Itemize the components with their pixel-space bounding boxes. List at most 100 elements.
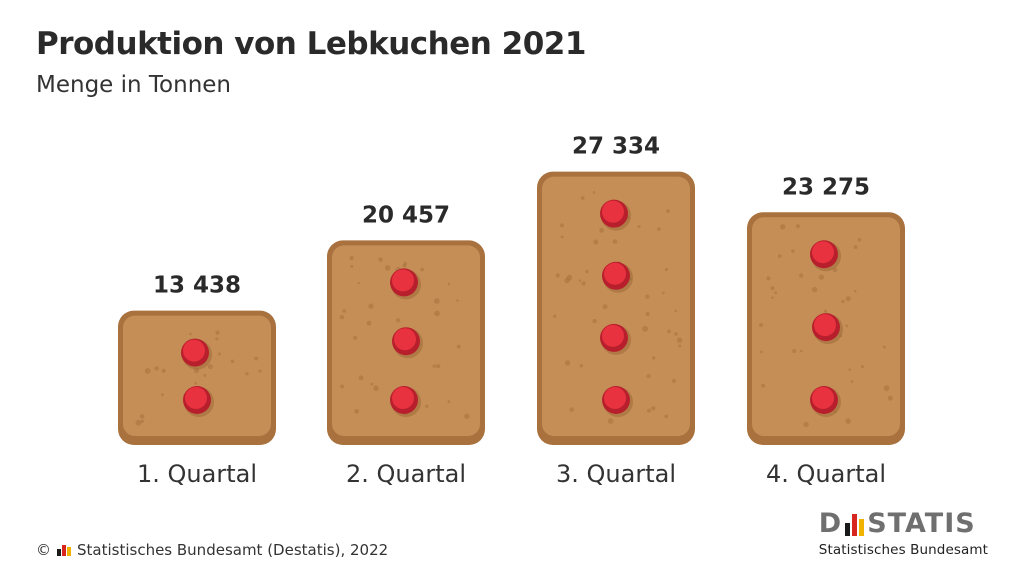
texture-dot: [758, 323, 764, 328]
texture-dot: [215, 330, 220, 335]
texture-dot: [432, 364, 436, 368]
texture-dot: [395, 318, 401, 323]
texture-dot: [447, 282, 451, 286]
texture-dot: [579, 363, 584, 368]
texture-dot: [657, 227, 661, 231]
texture-dot: [883, 385, 890, 392]
texture-dot: [642, 325, 649, 332]
category-label-2: 2. Quartal: [346, 460, 466, 488]
almond-highlight: [185, 387, 207, 409]
texture-dot: [841, 299, 845, 304]
texture-dot: [799, 273, 804, 278]
texture-dot: [456, 344, 461, 349]
bar-body: [123, 315, 271, 436]
texture-dot: [676, 337, 683, 343]
texture-dot: [593, 239, 599, 245]
texture-dot: [258, 369, 262, 373]
texture-dot: [664, 414, 669, 419]
texture-dot: [368, 303, 374, 309]
texture-dot: [203, 373, 207, 377]
texture-dot: [766, 276, 771, 281]
texture-dot: [140, 419, 144, 423]
texture-dot: [799, 349, 803, 353]
texture-dot: [678, 344, 682, 348]
texture-dot: [555, 273, 560, 278]
texture-dot: [857, 237, 862, 242]
texture-dot: [254, 356, 259, 361]
texture-dot: [378, 257, 383, 262]
texture-dot: [135, 419, 142, 426]
texture-dot: [154, 366, 159, 371]
texture-dot: [848, 368, 851, 371]
texture-dot: [850, 380, 854, 383]
texture-dot: [853, 289, 857, 293]
texture-dot: [373, 385, 379, 392]
value-label-4: 23 275: [782, 174, 870, 200]
almond-highlight: [602, 200, 624, 223]
texture-dot: [340, 384, 345, 389]
bar-3: [537, 171, 695, 445]
almond-highlight: [392, 269, 414, 292]
chart-subtitle: Menge in Tonnen: [36, 72, 232, 98]
texture-dot: [161, 393, 165, 397]
chart-title: Produktion von Lebkuchen 2021: [36, 26, 586, 62]
source-text: Statistisches Bundesamt (Destatis), 2022: [77, 541, 389, 559]
almond-highlight: [812, 241, 834, 264]
texture-dot: [592, 191, 596, 194]
texture-dot: [230, 359, 235, 364]
texture-dot: [358, 375, 364, 381]
texture-dot: [580, 196, 585, 200]
texture-dot: [777, 254, 782, 258]
texture-dot: [578, 279, 582, 282]
texture-dot: [774, 291, 778, 295]
almond-highlight: [814, 314, 836, 337]
texture-dot: [564, 360, 571, 366]
texture-dot: [194, 381, 198, 385]
texture-dot: [420, 267, 425, 272]
bar-2: [327, 240, 485, 445]
texture-dot: [661, 291, 665, 295]
texture-dot: [645, 294, 650, 299]
texture-dot: [384, 265, 391, 271]
destatis-flag-bars-icon: [845, 514, 865, 536]
destatis-mini-bars-icon: [57, 544, 71, 556]
logo-word-start: D: [818, 508, 843, 539]
texture-dot: [435, 364, 441, 369]
texture-dot: [402, 263, 407, 268]
texture-dot: [791, 249, 795, 253]
texture-dot: [792, 349, 797, 353]
category-label-1: 1. Quartal: [137, 460, 257, 488]
almond-highlight: [604, 262, 626, 285]
value-label-1: 13 438: [153, 273, 241, 299]
texture-dot: [674, 332, 678, 336]
texture-dot: [425, 404, 429, 408]
category-label-3: 3. Quartal: [556, 460, 676, 488]
footer-source: © Statistisches Bundesamt (Destatis), 20…: [36, 541, 388, 559]
texture-dot: [433, 298, 440, 304]
texture-dot: [581, 281, 586, 286]
texture-dot: [144, 368, 151, 374]
texture-dot: [780, 224, 786, 230]
texture-dot: [585, 269, 589, 274]
texture-dot: [566, 274, 573, 281]
texture-dot: [646, 373, 651, 379]
texture-dot: [602, 304, 608, 310]
texture-dot: [353, 335, 358, 340]
texture-dot: [350, 264, 354, 268]
texture-dot: [845, 324, 849, 328]
texture-dot: [434, 310, 440, 317]
texture-dot: [607, 418, 614, 424]
almond-highlight: [183, 339, 205, 362]
almond-highlight: [602, 324, 624, 347]
almond-highlight: [392, 387, 414, 409]
texture-dot: [464, 413, 470, 419]
texture-dot: [447, 400, 451, 404]
bar-body: [542, 176, 690, 436]
texture-dot: [811, 286, 818, 293]
logo-word-end: STATIS: [867, 508, 976, 539]
texture-dot: [456, 299, 459, 302]
texture-dot: [370, 382, 374, 386]
value-label-2: 20 457: [362, 202, 450, 228]
bar-1: [118, 310, 276, 445]
